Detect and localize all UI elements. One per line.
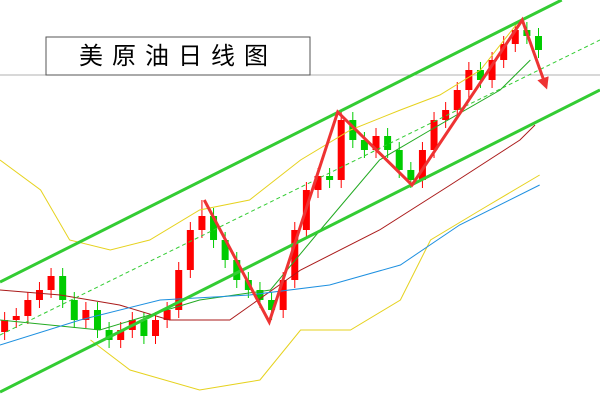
candle-body bbox=[24, 300, 32, 316]
indicator-line bbox=[0, 39, 600, 336]
candle-body bbox=[442, 110, 450, 120]
candle-body bbox=[453, 90, 461, 110]
candle-body bbox=[221, 240, 229, 260]
indicator-line bbox=[0, 59, 531, 331]
candle-body bbox=[210, 216, 218, 240]
candle-body bbox=[268, 300, 276, 310]
candle-body bbox=[395, 150, 403, 170]
candle-body bbox=[256, 290, 264, 300]
candle-body bbox=[476, 70, 484, 80]
candle-body bbox=[59, 276, 67, 300]
candle-body bbox=[279, 280, 287, 310]
indicator-line bbox=[0, 124, 536, 321]
candle-body bbox=[198, 216, 206, 230]
candle-body bbox=[1, 320, 9, 332]
candle-body bbox=[349, 120, 357, 140]
candle-body bbox=[12, 316, 20, 320]
candle-body bbox=[407, 170, 415, 180]
candle-body bbox=[465, 70, 473, 90]
candle-body bbox=[534, 36, 542, 50]
candle-body bbox=[326, 176, 334, 180]
candle-body bbox=[500, 44, 508, 60]
candle-body bbox=[163, 310, 171, 320]
title-box bbox=[45, 36, 311, 76]
indicator-line bbox=[0, 0, 563, 284]
candle-body bbox=[93, 310, 101, 330]
candle-body bbox=[47, 276, 55, 290]
candle-body bbox=[384, 136, 392, 150]
candle-body bbox=[175, 270, 183, 310]
candle-body bbox=[105, 330, 113, 340]
indicator-line bbox=[0, 184, 540, 346]
candle-body bbox=[35, 290, 43, 300]
candle-body bbox=[117, 330, 125, 340]
indicator-line bbox=[0, 0, 561, 251]
candle-body bbox=[233, 260, 241, 280]
candle-body bbox=[511, 30, 519, 44]
candle-body bbox=[372, 136, 380, 150]
trend-arrow bbox=[202, 16, 549, 326]
candle-body bbox=[418, 150, 426, 180]
candle-body bbox=[291, 230, 299, 280]
candle-body bbox=[152, 320, 160, 336]
chart-title: 美原油日线图 bbox=[79, 42, 277, 70]
candle-body bbox=[337, 120, 345, 180]
candle-body bbox=[430, 120, 438, 150]
candle-body bbox=[488, 60, 496, 80]
candle-body bbox=[360, 140, 368, 150]
candle-body bbox=[82, 310, 90, 320]
indicator-line bbox=[90, 174, 540, 391]
candle-body bbox=[314, 176, 322, 190]
candle-body bbox=[140, 320, 148, 336]
indicator-line bbox=[0, 88, 600, 394]
candle-body bbox=[70, 300, 78, 320]
candle-body bbox=[186, 230, 194, 270]
